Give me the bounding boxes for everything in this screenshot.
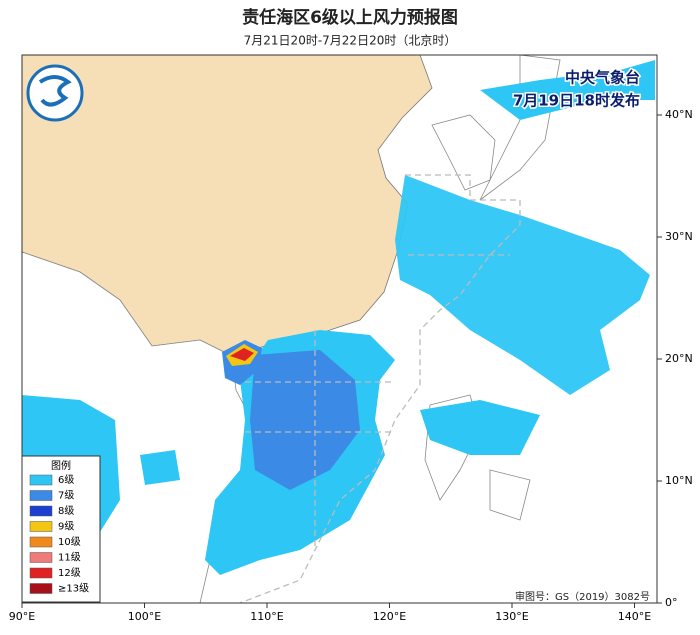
approval-number: 审图号：GS（2019）3082号 bbox=[515, 590, 650, 603]
map-frame bbox=[21, 54, 658, 604]
legend-swatch bbox=[29, 505, 53, 517]
subtitle: 7月21日20时-7月22日20时（北京时） bbox=[244, 34, 457, 48]
lon-tick-label: 130°E bbox=[495, 610, 528, 623]
map-body bbox=[22, 55, 657, 603]
legend-swatch bbox=[29, 583, 53, 594]
wind-area-7 bbox=[250, 350, 360, 490]
lat-tick-label: 30°N bbox=[665, 230, 693, 243]
logo-ring bbox=[26, 64, 84, 122]
lon-tick-label: 120°E bbox=[373, 610, 406, 623]
logo-mark bbox=[38, 75, 72, 107]
sea-boundaries bbox=[239, 174, 521, 603]
legend-label: ≥13级 bbox=[58, 583, 89, 595]
legend-swatch bbox=[29, 490, 53, 501]
legend: 图例 6级 7级 8级 9级 10级 11级 12级 ≥13级 bbox=[21, 455, 101, 603]
lat-tick-label: 20°N bbox=[665, 352, 693, 365]
legend-label: 10级 bbox=[58, 536, 81, 548]
issue-time: 7月19日18时发布 bbox=[513, 92, 640, 110]
legend-label: 8级 bbox=[58, 505, 74, 517]
legend-title: 图例 bbox=[51, 459, 71, 472]
legend-swatch bbox=[29, 552, 53, 563]
title: 责任海区6级以上风力预报图 bbox=[242, 7, 458, 28]
legend-label: 12级 bbox=[58, 567, 81, 579]
legend-label: 7级 bbox=[58, 490, 74, 502]
issuer-name: 中央气象台 bbox=[565, 69, 640, 87]
lon-tick-label: 90°E bbox=[9, 610, 35, 623]
lat-tick-label: 10°N bbox=[665, 474, 693, 487]
lon-tick-label: 100°E bbox=[128, 610, 161, 623]
lat-tick-label: 0° bbox=[665, 596, 678, 609]
wind-area-12 bbox=[230, 348, 254, 361]
lon-tick-label: 110°E bbox=[250, 610, 283, 623]
lon-tick-label: 140°E bbox=[618, 610, 651, 623]
legend-label: 9级 bbox=[58, 521, 74, 533]
lat-tick-label: 40°N bbox=[665, 108, 693, 121]
legend-swatch bbox=[29, 521, 53, 532]
legend-swatch bbox=[29, 536, 53, 548]
legend-swatch bbox=[29, 474, 53, 486]
legend-swatch bbox=[29, 567, 53, 579]
legend-label: 6级 bbox=[58, 474, 74, 486]
wind-area-6 bbox=[395, 175, 650, 395]
logo bbox=[26, 64, 84, 122]
legend-label: 11级 bbox=[58, 552, 81, 564]
wind-area-6 bbox=[480, 60, 655, 120]
